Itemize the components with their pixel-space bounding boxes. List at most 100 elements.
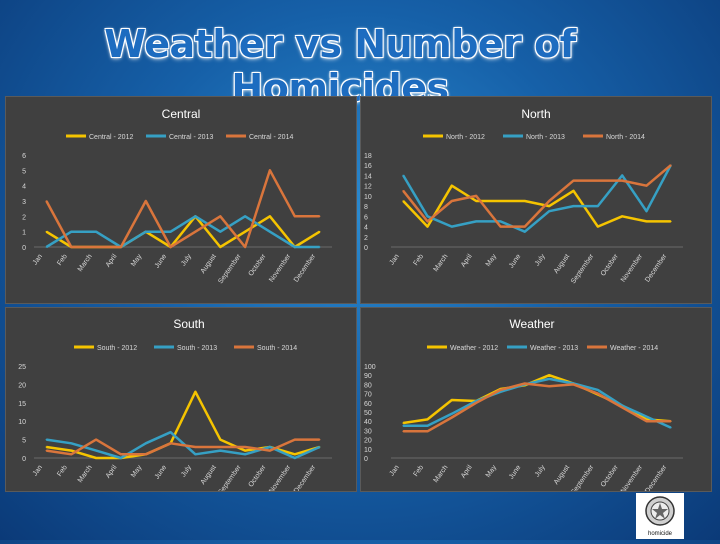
weather-x-tick-label: July bbox=[534, 464, 547, 479]
north-chart-panel: North North - 2012 North - 2013 North - 201… bbox=[360, 96, 712, 304]
south-y-tick-label: 15 bbox=[18, 401, 26, 408]
weather-data-point bbox=[402, 422, 404, 424]
central-series-line bbox=[45, 169, 320, 249]
north-data-point bbox=[475, 195, 477, 197]
weather-x-tick-label: April bbox=[460, 464, 474, 480]
weather-legend-label: Weather - 2013 bbox=[530, 345, 578, 352]
central-y-tick-label: 3 bbox=[22, 199, 26, 206]
homicide-logo: homicide bbox=[636, 493, 684, 539]
central-data-point bbox=[244, 215, 246, 218]
south-y-tick-label: 0 bbox=[22, 456, 26, 463]
south-x-tick-label: December bbox=[293, 464, 318, 491]
weather-y-tick-label: 50 bbox=[364, 410, 372, 417]
south-data-point bbox=[95, 438, 97, 441]
central-legend-label: Central - 2012 bbox=[89, 134, 133, 141]
weather-data-point bbox=[670, 420, 672, 422]
south-data-point bbox=[294, 457, 296, 459]
south-data-point bbox=[294, 438, 296, 441]
central-data-point bbox=[269, 169, 271, 172]
south-x-tick-label: Jan bbox=[32, 464, 44, 477]
south-series-line bbox=[46, 438, 320, 456]
central-x-tick-label: September bbox=[217, 253, 243, 286]
north-y-tick-label: 6 bbox=[364, 214, 368, 221]
central-x-tick-label: December bbox=[293, 253, 318, 284]
weather-data-point bbox=[670, 426, 672, 429]
central-data-point bbox=[194, 215, 197, 218]
north-x-tick-label: Jan bbox=[389, 253, 401, 266]
south-data-point bbox=[169, 442, 172, 445]
north-y-tick-label: 10 bbox=[364, 194, 372, 201]
central-data-point bbox=[45, 246, 48, 248]
central-data-point bbox=[145, 230, 147, 233]
central-data-point bbox=[244, 230, 246, 233]
weather-x-tick-label: Feb bbox=[412, 464, 425, 478]
south-legend-label: South - 2013 bbox=[177, 345, 217, 352]
central-data-point bbox=[95, 230, 97, 233]
weather-data-point bbox=[426, 425, 429, 427]
weather-x-tick-label: Jan bbox=[389, 464, 401, 477]
north-data-point bbox=[597, 225, 599, 228]
south-data-point bbox=[244, 449, 246, 452]
central-data-point bbox=[219, 230, 222, 233]
south-data-point bbox=[45, 446, 48, 448]
central-series-line bbox=[45, 215, 320, 249]
north-data-point bbox=[524, 200, 526, 202]
north-x-tick-label: August bbox=[553, 253, 571, 275]
north-y-tick-label: 12 bbox=[364, 184, 372, 191]
south-data-point bbox=[145, 453, 147, 456]
north-data-point bbox=[475, 220, 477, 223]
north-data-point bbox=[621, 215, 623, 218]
south-data-point bbox=[169, 431, 172, 433]
south-legend-label: South - 2012 bbox=[97, 345, 137, 352]
south-data-point bbox=[294, 453, 296, 456]
north-data-point bbox=[548, 210, 550, 212]
north-x-tick-label: July bbox=[534, 253, 547, 268]
north-data-point bbox=[499, 220, 502, 223]
south-chart-title: South bbox=[173, 317, 204, 331]
north-y-tick-label: 0 bbox=[364, 245, 368, 252]
central-data-point bbox=[70, 230, 73, 233]
south-data-point bbox=[120, 457, 122, 459]
weather-x-tick-label: December bbox=[644, 464, 669, 491]
south-data-point bbox=[244, 453, 246, 456]
north-y-tick-label: 8 bbox=[364, 204, 368, 211]
weather-series-line bbox=[403, 382, 671, 433]
north-x-tick-label: June bbox=[508, 253, 523, 270]
south-data-point bbox=[95, 457, 97, 459]
north-data-point bbox=[597, 179, 599, 182]
north-y-tick-label: 16 bbox=[364, 163, 372, 170]
south-x-tick-label: August bbox=[200, 464, 218, 486]
weather-legend-label: Weather - 2014 bbox=[610, 345, 658, 352]
central-x-tick-label: Feb bbox=[56, 253, 69, 267]
weather-data-point bbox=[475, 402, 477, 404]
north-data-point bbox=[572, 205, 575, 207]
south-data-point bbox=[70, 449, 73, 452]
south-data-point bbox=[120, 453, 122, 456]
south-data-point bbox=[318, 438, 321, 441]
south-y-tick-label: 20 bbox=[18, 382, 26, 389]
north-x-tick-label: March bbox=[433, 253, 450, 273]
south-data-point bbox=[194, 446, 197, 448]
north-data-point bbox=[451, 200, 453, 202]
central-data-point bbox=[219, 246, 222, 248]
weather-data-point bbox=[451, 413, 453, 415]
north-data-point bbox=[670, 164, 672, 166]
central-data-point bbox=[269, 230, 271, 233]
central-y-tick-label: 4 bbox=[22, 184, 26, 191]
central-y-tick-label: 1 bbox=[22, 230, 26, 237]
north-x-tick-label: December bbox=[644, 253, 669, 284]
central-y-tick-label: 2 bbox=[22, 214, 26, 221]
north-data-point bbox=[499, 200, 502, 202]
weather-chart-panel: Weather Weather - 2012 Weather - 2013 Weath… bbox=[360, 307, 712, 496]
central-chart: Central Central - 2012 Central - 2013 Centr… bbox=[22, 107, 332, 286]
central-x-tick-label: May bbox=[130, 253, 144, 268]
south-x-tick-label: October bbox=[248, 464, 268, 489]
central-data-point bbox=[169, 230, 172, 233]
weather-data-point bbox=[572, 383, 575, 386]
weather-y-tick-label: 60 bbox=[364, 401, 372, 408]
north-data-point bbox=[548, 200, 550, 202]
north-data-point bbox=[426, 215, 429, 218]
north-legend-label: North - 2012 bbox=[446, 134, 485, 141]
central-x-tick-label: July bbox=[180, 253, 193, 268]
north-data-point bbox=[548, 205, 550, 207]
